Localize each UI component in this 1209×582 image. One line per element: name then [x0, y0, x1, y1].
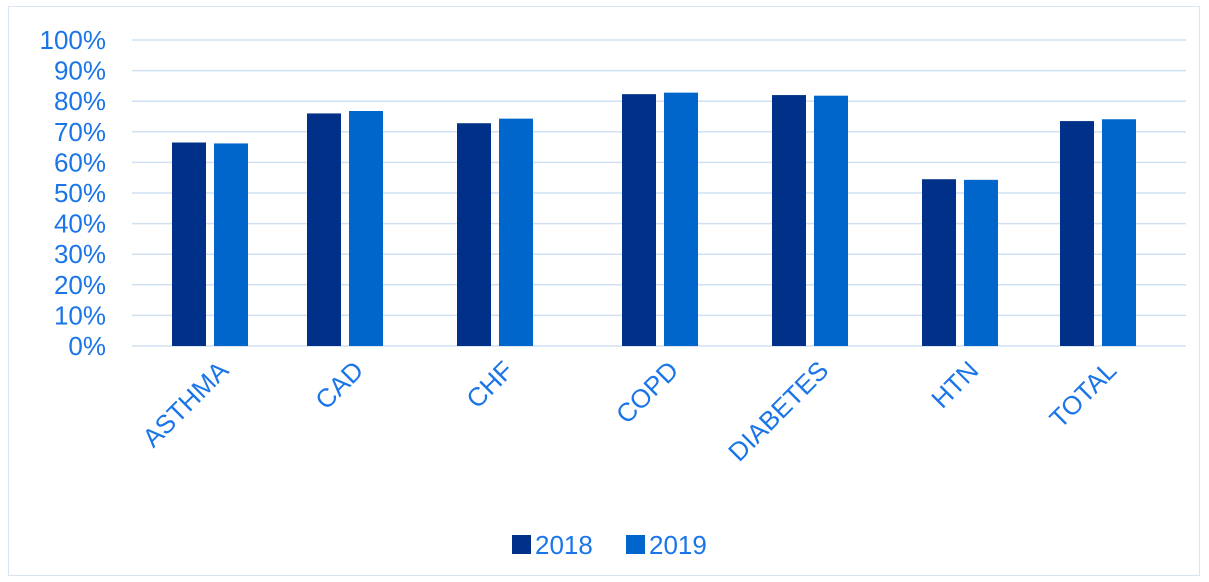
bar-total-2019: [1102, 119, 1136, 346]
gridlines: [132, 39, 1186, 347]
bar-asthma-2018: [172, 142, 206, 346]
x-category-label: HTN: [925, 355, 984, 414]
x-category-label: DIABETES: [722, 355, 834, 467]
y-tick-label: 80%: [54, 86, 106, 116]
y-tick-label: 60%: [54, 147, 106, 177]
bar-cad-2018: [307, 113, 341, 346]
legend: 2018 2019: [512, 530, 707, 560]
y-tick-label: 90%: [54, 56, 106, 86]
legend-swatch-2018: [512, 535, 531, 554]
x-category-label: CHF: [460, 355, 519, 414]
y-axis-ticks: 0%10%20%30%40%50%60%70%80%90%100%: [40, 25, 107, 361]
bar-chf-2019: [499, 118, 533, 346]
bar-copd-2019: [664, 92, 698, 346]
bar-cad-2019: [349, 110, 383, 346]
y-tick-label: 30%: [54, 239, 106, 269]
y-tick-label: 50%: [54, 178, 106, 208]
x-axis-labels: ASTHMA CAD CHF COPD DIABETES HTN TOTAL: [136, 355, 1122, 468]
y-tick-label: 70%: [54, 117, 106, 147]
bar-total-2018: [1060, 121, 1094, 346]
x-category-label: COPD: [610, 355, 684, 429]
bar-diabetes-2018: [772, 95, 806, 346]
bar-chf-2018: [457, 123, 491, 347]
legend-label-2018: 2018: [535, 530, 593, 560]
x-category-label: ASTHMA: [136, 355, 234, 453]
legend-label-2019: 2019: [649, 530, 707, 560]
y-tick-label: 40%: [54, 209, 106, 239]
bar-htn-2018: [922, 179, 956, 346]
bar-asthma-2019: [214, 143, 248, 346]
legend-swatch-2019: [626, 535, 645, 554]
y-tick-label: 100%: [40, 25, 107, 55]
bar-diabetes-2019: [814, 95, 848, 346]
bar-copd-2018: [622, 94, 656, 346]
y-tick-label: 0%: [68, 331, 106, 361]
x-category-label: TOTAL: [1043, 355, 1122, 434]
bar-marks: [172, 92, 1136, 347]
y-tick-label: 20%: [54, 270, 106, 300]
x-category-label: CAD: [309, 355, 369, 415]
y-tick-label: 10%: [54, 300, 106, 330]
bar-htn-2019: [964, 179, 998, 346]
